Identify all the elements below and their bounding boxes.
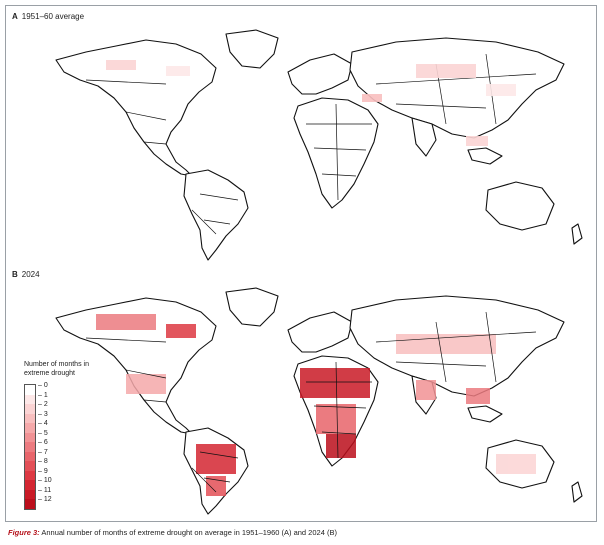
drought-patch bbox=[206, 476, 226, 496]
legend-tick-label: – 2 bbox=[38, 401, 48, 408]
greenland bbox=[225, 287, 279, 327]
southeast-asia-islands bbox=[467, 147, 503, 165]
new-zealand bbox=[571, 481, 583, 503]
figure-frame: A 1951–60 average bbox=[5, 5, 597, 522]
caption-text: Annual number of months of extreme droug… bbox=[41, 528, 337, 537]
india bbox=[411, 117, 437, 157]
map-2024 bbox=[55, 287, 583, 515]
legend-swatch bbox=[25, 432, 35, 442]
africa bbox=[293, 97, 379, 209]
drought-patch bbox=[300, 368, 370, 398]
map-1951-60 bbox=[55, 29, 583, 261]
asia bbox=[349, 37, 565, 139]
country-borders-asia bbox=[375, 311, 537, 383]
legend-tick-label: – 9 bbox=[38, 467, 48, 475]
legend: Number of months in extreme drought – 0–… bbox=[24, 360, 114, 510]
legend-tick-label: – 8 bbox=[38, 458, 48, 465]
europe bbox=[287, 311, 353, 353]
drought-patch bbox=[126, 374, 166, 394]
legend-swatch bbox=[25, 451, 35, 461]
drought-patch bbox=[106, 60, 136, 70]
legend-swatch bbox=[25, 480, 35, 490]
legend-tick-label: – 12 bbox=[38, 496, 52, 503]
drought-patch bbox=[416, 380, 436, 400]
panel-a-label: A 1951–60 average bbox=[12, 12, 84, 21]
legend-tick-label: – 11 bbox=[38, 486, 52, 494]
legend-swatch bbox=[25, 499, 35, 509]
country-borders-na bbox=[85, 337, 167, 403]
drought-patch bbox=[166, 324, 196, 338]
legend-swatch bbox=[25, 404, 35, 414]
legend-swatch bbox=[25, 461, 35, 471]
legend-tick-label: – 7 bbox=[38, 448, 48, 456]
south-america-landmass bbox=[183, 169, 249, 261]
drought-patch bbox=[416, 64, 476, 78]
drought-patch bbox=[362, 94, 382, 102]
legend-scale: – 0 – 1 – 2 – 3 – 4 – 5 – 6 – 7 – 8 – 9 – 10 – 11 – … bbox=[24, 382, 114, 510]
country-borders-africa bbox=[306, 361, 372, 459]
legend-color-bar bbox=[24, 384, 36, 510]
drought-patch bbox=[316, 404, 356, 434]
country-borders-asia bbox=[375, 53, 537, 125]
legend-title-line-2: extreme drought bbox=[24, 370, 75, 377]
drought-patch bbox=[196, 444, 236, 474]
drought-patch bbox=[96, 314, 156, 330]
legend-title: Number of months in extreme drought bbox=[24, 360, 114, 378]
legend-swatch bbox=[25, 413, 35, 423]
legend-swatch bbox=[25, 394, 35, 404]
country-borders-sa bbox=[191, 451, 239, 493]
legend-title-line-1: Number of months in bbox=[24, 361, 89, 368]
panel-a-letter: A bbox=[12, 12, 18, 21]
legend-tick-label: – 0 bbox=[38, 382, 48, 389]
drought-patch bbox=[326, 434, 356, 458]
caption-label: Figure 3: bbox=[8, 528, 40, 537]
legend-tick-label: – 3 bbox=[38, 410, 48, 418]
greenland bbox=[225, 29, 279, 69]
europe bbox=[287, 53, 353, 95]
legend-swatch bbox=[25, 423, 35, 433]
drought-patch bbox=[466, 388, 490, 404]
panel-a-title: 1951–60 average bbox=[21, 12, 85, 21]
figure-caption: Figure 3: Annual number of months of ext… bbox=[8, 528, 337, 537]
southeast-asia-islands bbox=[467, 405, 503, 423]
legend-swatch bbox=[25, 385, 35, 395]
australia bbox=[485, 181, 555, 231]
drought-patch bbox=[396, 334, 496, 354]
drought-patch bbox=[496, 454, 536, 474]
drought-patch bbox=[486, 84, 516, 96]
panel-b-label: B 2024 bbox=[12, 270, 40, 279]
legend-swatch bbox=[25, 489, 35, 499]
country-borders-na bbox=[85, 79, 167, 145]
drought-patch bbox=[166, 66, 190, 76]
country-borders-africa bbox=[306, 103, 372, 201]
legend-swatch bbox=[25, 470, 35, 480]
legend-tick-label: – 6 bbox=[38, 439, 48, 446]
legend-tick-label: – 10 bbox=[38, 477, 52, 484]
legend-swatch bbox=[25, 442, 35, 452]
legend-tick-label: – 4 bbox=[38, 420, 48, 427]
country-borders-sa bbox=[191, 193, 239, 235]
new-zealand bbox=[571, 223, 583, 245]
legend-tick-label: – 5 bbox=[38, 429, 48, 437]
panel-b-title: 2024 bbox=[21, 270, 40, 279]
legend-tick-label: – 1 bbox=[38, 391, 48, 399]
drought-patch bbox=[466, 136, 488, 146]
panel-b-letter: B bbox=[12, 270, 18, 279]
